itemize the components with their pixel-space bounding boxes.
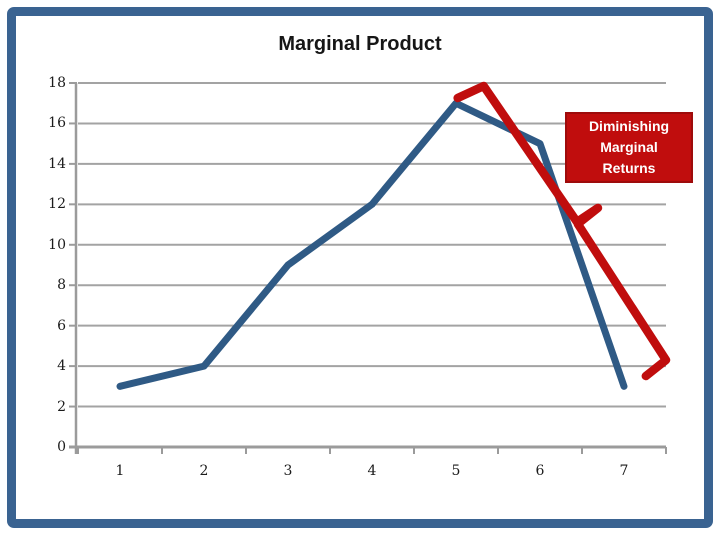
x-tick-label-4: 4	[367, 463, 377, 479]
y-tick-label-0: 0	[57, 439, 66, 455]
x-tick-label-7: 7	[619, 463, 629, 479]
y-tick-label-4: 4	[57, 358, 66, 375]
x-tick-label-3: 3	[283, 463, 293, 479]
x-tick-label-2: 2	[199, 463, 209, 479]
callout-line-1: Diminishing	[588, 118, 670, 134]
callout-line-2: Marginal	[600, 139, 658, 155]
y-tick-label-10: 10	[48, 236, 66, 253]
y-tick-label-2: 2	[57, 398, 66, 415]
y-tick-label-14: 14	[48, 155, 66, 172]
x-tick-label-5: 5	[451, 463, 461, 479]
y-tick-label-12: 12	[48, 196, 66, 213]
chart-title: Marginal Product	[278, 33, 442, 55]
y-tick-label-6: 6	[57, 317, 66, 334]
y-tick-label-8: 8	[57, 277, 66, 294]
y-tick-label-18: 18	[48, 75, 66, 91]
y-tick-label-16: 16	[48, 115, 66, 132]
series-line-marginal-product	[116, 99, 628, 390]
x-tick-label-1: 1	[115, 463, 125, 479]
diminishing-marginal-returns-callout: Diminishing Marginal Returns	[565, 112, 693, 183]
callout-line-3: Returns	[602, 160, 656, 176]
annotation-arrow	[453, 81, 671, 381]
x-tick-label-6: 6	[535, 463, 545, 479]
